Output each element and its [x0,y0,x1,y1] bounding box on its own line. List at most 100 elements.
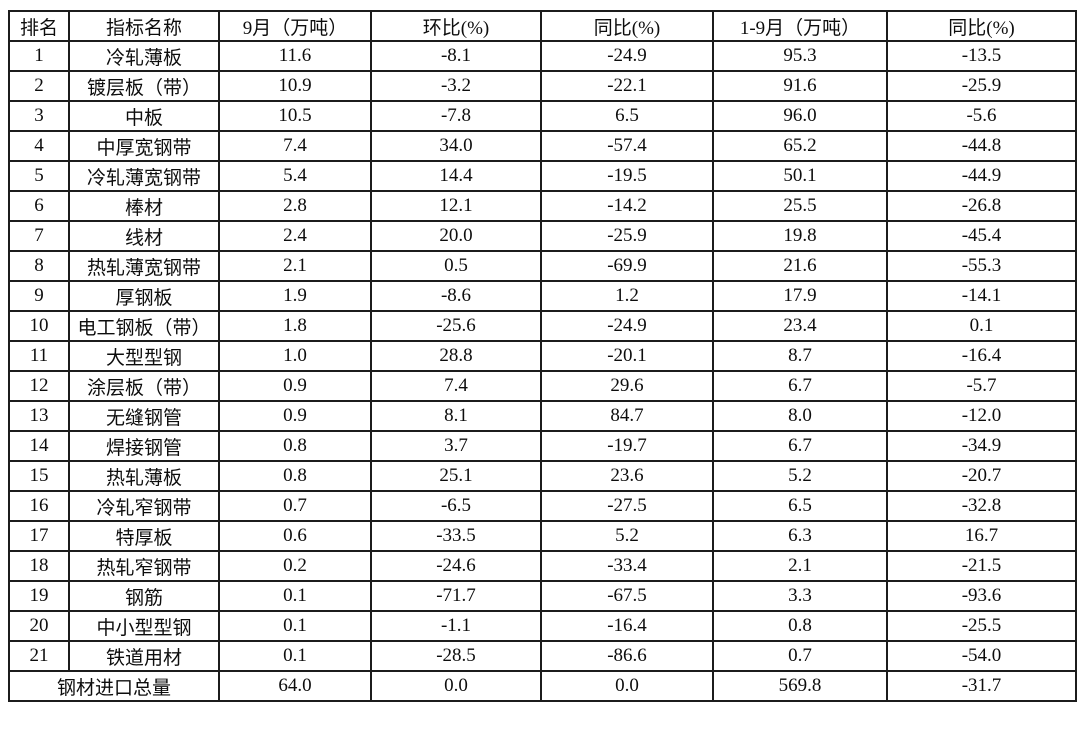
rank-cell: 10 [8,310,70,342]
cumulative-yoy-percent-cell: -45.4 [886,220,1077,252]
september-volume-cell: 0.1 [218,580,372,612]
mom-percent-cell: -25.6 [370,310,542,342]
cumulative-yoy-percent-cell: -44.9 [886,160,1077,192]
col-header-yoy-percent: 同比(%) [540,10,714,42]
yoy-percent-cell: 1.2 [540,280,714,312]
col-header-mom-percent: 环比(%) [370,10,542,42]
jan-sep-volume-cell: 21.6 [712,250,888,282]
total-row: 钢材进口总量 64.0 0.0 0.0 569.8 -31.7 [8,670,1077,702]
indicator-name-cell: 焊接钢管 [68,430,220,462]
jan-sep-volume-cell: 17.9 [712,280,888,312]
total-september-volume-cell: 64.0 [218,670,372,702]
cumulative-yoy-percent-cell: -12.0 [886,400,1077,432]
indicator-name-cell: 大型型钢 [68,340,220,372]
cumulative-yoy-percent-cell: -14.1 [886,280,1077,312]
table-row: 7 线材 2.4 20.0 -25.9 19.8 -45.4 [8,220,1077,252]
jan-sep-volume-cell: 8.0 [712,400,888,432]
yoy-percent-cell: -16.4 [540,610,714,642]
table-row: 5 冷轧薄宽钢带 5.4 14.4 -19.5 50.1 -44.9 [8,160,1077,192]
table-row: 8 热轧薄宽钢带 2.1 0.5 -69.9 21.6 -55.3 [8,250,1077,282]
total-mom-cell: 0.0 [370,670,542,702]
table-row: 1 冷轧薄板 11.6 -8.1 -24.9 95.3 -13.5 [8,40,1077,72]
mom-percent-cell: 20.0 [370,220,542,252]
table-row: 18 热轧窄钢带 0.2 -24.6 -33.4 2.1 -21.5 [8,550,1077,582]
rank-cell: 18 [8,550,70,582]
mom-percent-cell: 12.1 [370,190,542,222]
cumulative-yoy-percent-cell: -55.3 [886,250,1077,282]
jan-sep-volume-cell: 6.5 [712,490,888,522]
mom-percent-cell: -33.5 [370,520,542,552]
table-row: 21 铁道用材 0.1 -28.5 -86.6 0.7 -54.0 [8,640,1077,672]
jan-sep-volume-cell: 50.1 [712,160,888,192]
mom-percent-cell: -24.6 [370,550,542,582]
rank-cell: 8 [8,250,70,282]
yoy-percent-cell: -19.5 [540,160,714,192]
cumulative-yoy-percent-cell: -44.8 [886,130,1077,162]
september-volume-cell: 2.4 [218,220,372,252]
mom-percent-cell: -28.5 [370,640,542,672]
september-volume-cell: 10.5 [218,100,372,132]
mom-percent-cell: 28.8 [370,340,542,372]
table-row: 16 冷轧窄钢带 0.7 -6.5 -27.5 6.5 -32.8 [8,490,1077,522]
jan-sep-volume-cell: 6.7 [712,370,888,402]
table-row: 13 无缝钢管 0.9 8.1 84.7 8.0 -12.0 [8,400,1077,432]
cumulative-yoy-percent-cell: -25.9 [886,70,1077,102]
total-jan-sep-volume-cell: 569.8 [712,670,888,702]
cumulative-yoy-percent-cell: 16.7 [886,520,1077,552]
yoy-percent-cell: -24.9 [540,40,714,72]
yoy-percent-cell: -22.1 [540,70,714,102]
september-volume-cell: 0.6 [218,520,372,552]
september-volume-cell: 1.8 [218,310,372,342]
jan-sep-volume-cell: 3.3 [712,580,888,612]
jan-sep-volume-cell: 96.0 [712,100,888,132]
table-row: 12 涂层板（带） 0.9 7.4 29.6 6.7 -5.7 [8,370,1077,402]
indicator-name-cell: 特厚板 [68,520,220,552]
cumulative-yoy-percent-cell: -21.5 [886,550,1077,582]
mom-percent-cell: 0.5 [370,250,542,282]
rank-cell: 14 [8,430,70,462]
table-row: 2 镀层板（带） 10.9 -3.2 -22.1 91.6 -25.9 [8,70,1077,102]
rank-cell: 11 [8,340,70,372]
jan-sep-volume-cell: 91.6 [712,70,888,102]
rank-cell: 21 [8,640,70,672]
yoy-percent-cell: 29.6 [540,370,714,402]
september-volume-cell: 7.4 [218,130,372,162]
cumulative-yoy-percent-cell: -25.5 [886,610,1077,642]
total-yoy-cell: 0.0 [540,670,714,702]
indicator-name-cell: 中小型型钢 [68,610,220,642]
rank-cell: 5 [8,160,70,192]
mom-percent-cell: -71.7 [370,580,542,612]
september-volume-cell: 0.7 [218,490,372,522]
jan-sep-volume-cell: 19.8 [712,220,888,252]
september-volume-cell: 1.0 [218,340,372,372]
september-volume-cell: 11.6 [218,40,372,72]
jan-sep-volume-cell: 65.2 [712,130,888,162]
september-volume-cell: 5.4 [218,160,372,192]
table-row: 19 钢筋 0.1 -71.7 -67.5 3.3 -93.6 [8,580,1077,612]
table-body: 1 冷轧薄板 11.6 -8.1 -24.9 95.3 -13.5 2 镀层板（带） 10.9 -3… [8,40,1077,672]
september-volume-cell: 0.9 [218,400,372,432]
header-row: 排名 指标名称 9月（万吨） 环比(%) 同比(%) 1-9月（万吨） 同比(%… [8,10,1077,42]
indicator-name-cell: 镀层板（带） [68,70,220,102]
steel-import-table: 排名 指标名称 9月（万吨） 环比(%) 同比(%) 1-9月（万吨） 同比(%… [8,10,1077,702]
cumulative-yoy-percent-cell: -13.5 [886,40,1077,72]
indicator-name-cell: 冷轧薄板 [68,40,220,72]
table-row: 15 热轧薄板 0.8 25.1 23.6 5.2 -20.7 [8,460,1077,492]
mom-percent-cell: -1.1 [370,610,542,642]
yoy-percent-cell: 84.7 [540,400,714,432]
mom-percent-cell: -3.2 [370,70,542,102]
cumulative-yoy-percent-cell: -16.4 [886,340,1077,372]
indicator-name-cell: 电工钢板（带） [68,310,220,342]
mom-percent-cell: 25.1 [370,460,542,492]
mom-percent-cell: 34.0 [370,130,542,162]
rank-cell: 12 [8,370,70,402]
rank-cell: 4 [8,130,70,162]
mom-percent-cell: -8.1 [370,40,542,72]
rank-cell: 9 [8,280,70,312]
indicator-name-cell: 中厚宽钢带 [68,130,220,162]
yoy-percent-cell: 6.5 [540,100,714,132]
rank-cell: 17 [8,520,70,552]
rank-cell: 19 [8,580,70,612]
yoy-percent-cell: -27.5 [540,490,714,522]
